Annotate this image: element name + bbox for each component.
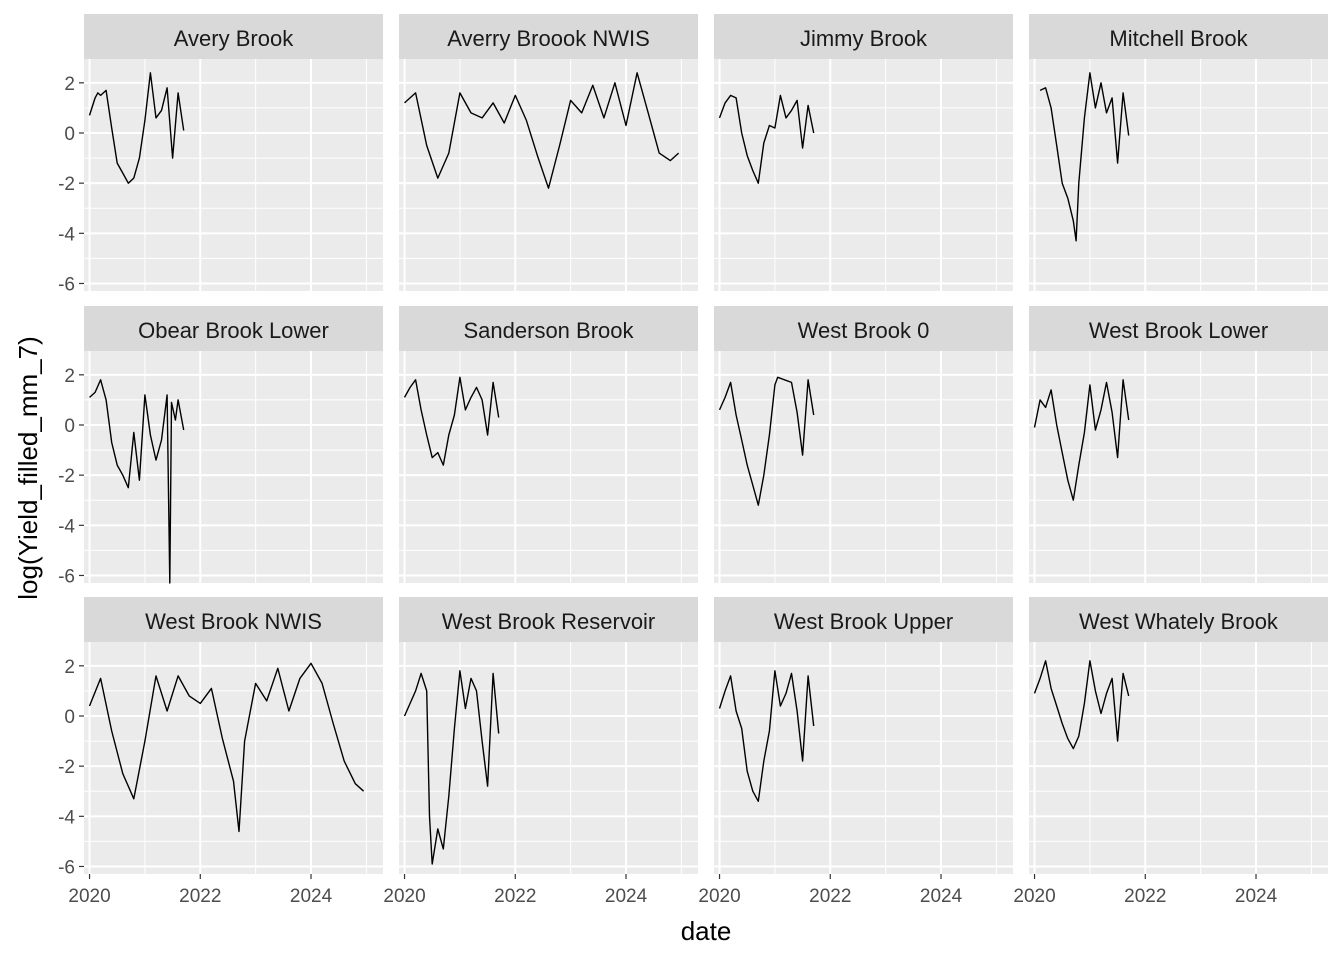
facet-strip	[1029, 597, 1328, 642]
facet-strip	[714, 14, 1013, 59]
y-tick-label: -2	[58, 174, 75, 195]
series-line	[718, 376, 815, 506]
panel-background	[84, 59, 383, 291]
facet-label: Obear Brook Lower	[138, 318, 329, 343]
facet-label: West Brook 0	[798, 318, 930, 343]
series-line	[88, 72, 185, 184]
panel-background	[1029, 59, 1328, 291]
y-axis-title: log(Yield_filled_mm_7)	[13, 336, 43, 600]
x-tick-label: 2022	[1124, 886, 1166, 907]
series-line	[403, 670, 500, 865]
facet-label: Sanderson Brook	[464, 318, 635, 343]
x-tick-label: 2020	[698, 886, 740, 907]
facet-strip	[84, 14, 383, 59]
facet-label: West Whately Brook	[1079, 609, 1279, 634]
y-tick-label: -4	[58, 807, 75, 828]
y-tick-label: -6	[58, 857, 75, 878]
panel-background	[1029, 351, 1328, 583]
x-tick-label: 2020	[383, 886, 425, 907]
series-line	[718, 670, 815, 802]
y-tick-label: 0	[64, 707, 75, 728]
facet-label: West Brook Reservoir	[442, 609, 656, 634]
series-line	[1033, 660, 1130, 750]
x-tick-label: 2024	[605, 886, 648, 907]
y-tick-label: 2	[64, 657, 75, 678]
x-tick-label: 2024	[920, 886, 963, 907]
panel-background	[84, 351, 383, 583]
series-line	[89, 379, 185, 584]
facet-strip	[399, 14, 698, 59]
x-axis-title: date	[681, 916, 732, 946]
panel-background	[714, 642, 1013, 874]
series-line	[88, 662, 365, 833]
x-tick-label: 2024	[1235, 886, 1278, 907]
y-tick-label: 2	[64, 74, 75, 95]
facet-label: Mitchell Brook	[1109, 26, 1248, 51]
panel-background	[399, 642, 698, 874]
panel-background	[399, 351, 698, 583]
series-line	[403, 376, 500, 466]
panel-background	[1029, 642, 1328, 874]
facet-strip	[1029, 14, 1328, 59]
x-tick-label: 2020	[68, 886, 110, 907]
y-tick-label: -2	[58, 757, 75, 778]
x-tick-label: 2022	[179, 886, 221, 907]
panel-background	[714, 351, 1013, 583]
panel-background	[399, 59, 698, 291]
y-tick-label: 2	[64, 366, 75, 387]
facet-label: West Brook NWIS	[145, 609, 322, 634]
x-tick-label: 2024	[290, 886, 333, 907]
y-tick-label: 0	[64, 124, 75, 145]
y-tick-label: -4	[58, 224, 75, 245]
facet-strip	[399, 597, 698, 642]
series-line	[404, 72, 680, 189]
facet-label: Avery Brook	[174, 26, 294, 51]
facet-label: Averry Broook NWIS	[447, 26, 650, 51]
y-tick-label: -2	[58, 466, 75, 487]
panel-background	[714, 59, 1013, 291]
facet-strip	[84, 597, 383, 642]
facet-strip	[1029, 306, 1328, 351]
panel-background	[84, 642, 383, 874]
series-line	[1033, 379, 1130, 501]
y-tick-label: -6	[58, 566, 75, 587]
facet-strip	[84, 306, 383, 351]
facet-strip	[714, 306, 1013, 351]
facet-strip	[714, 597, 1013, 642]
y-tick-label: -4	[58, 516, 75, 537]
y-tick-label: -6	[58, 274, 75, 295]
y-tick-label: 0	[64, 416, 75, 437]
x-tick-label: 2020	[1013, 886, 1055, 907]
facet-label: Jimmy Brook	[800, 26, 928, 51]
facet-label: West Brook Upper	[774, 609, 953, 634]
x-tick-label: 2022	[809, 886, 851, 907]
x-tick-label: 2022	[494, 886, 536, 907]
facet-label: West Brook Lower	[1089, 318, 1268, 343]
series-line	[1039, 72, 1130, 242]
series-line	[718, 94, 815, 184]
facet-strip	[399, 306, 698, 351]
